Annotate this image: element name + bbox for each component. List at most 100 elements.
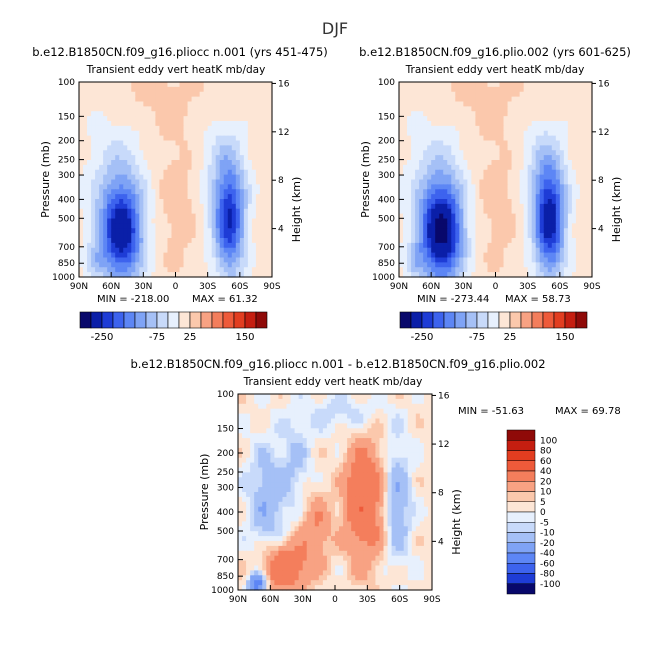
heatmap-cell bbox=[523, 164, 529, 171]
heatmap-cell bbox=[387, 418, 393, 424]
heatmap-cell bbox=[298, 408, 304, 415]
heatmap-cell bbox=[139, 203, 144, 210]
heatmap-cell bbox=[463, 96, 468, 103]
heatmap-cell bbox=[547, 208, 553, 215]
heatmap-cell bbox=[91, 164, 96, 171]
heatmap-cell bbox=[179, 150, 185, 156]
heatmap-cell bbox=[559, 174, 565, 181]
heatmap-cell bbox=[219, 242, 225, 249]
heatmap-cell bbox=[203, 189, 209, 195]
heatmap-cell bbox=[587, 140, 593, 146]
heatmap-cell bbox=[459, 179, 464, 185]
heatmap-cell bbox=[83, 252, 88, 259]
heatmap-cell bbox=[119, 208, 124, 215]
heatmap-cell bbox=[527, 164, 533, 171]
heatmap-cell bbox=[531, 174, 537, 181]
heatmap-cell bbox=[179, 242, 185, 249]
heatmap-cell bbox=[571, 125, 577, 132]
heatmap-cell bbox=[475, 155, 481, 161]
heatmap-cell bbox=[551, 106, 557, 112]
heatmap-cell bbox=[91, 208, 96, 215]
heatmap-cell bbox=[246, 394, 251, 400]
heatmap-cell bbox=[155, 160, 161, 166]
heatmap-cell bbox=[499, 228, 505, 234]
heatmap-cell bbox=[479, 169, 485, 176]
heatmap-cell bbox=[167, 125, 173, 132]
heatmap-cell bbox=[262, 398, 267, 405]
heatmap-cell bbox=[407, 233, 412, 239]
heatmap-cell bbox=[246, 447, 251, 454]
heatmap-cell bbox=[227, 233, 233, 239]
heatmap-cell bbox=[294, 482, 300, 488]
heatmap-cell bbox=[259, 272, 265, 278]
heatmap-cell bbox=[355, 408, 360, 415]
heatmap-cell bbox=[423, 413, 429, 420]
heatmap-cell bbox=[535, 111, 541, 117]
heatmap-cell bbox=[435, 208, 440, 215]
heatmap-cell bbox=[559, 101, 565, 107]
heatmap-cell bbox=[239, 267, 245, 273]
heatmap-cell bbox=[583, 145, 589, 151]
heatmap-cell bbox=[439, 101, 444, 107]
heatmap-cell bbox=[322, 467, 328, 473]
heatmap-cell bbox=[318, 413, 324, 420]
heatmap-cell bbox=[147, 111, 152, 117]
heatmap-cell bbox=[423, 101, 428, 107]
heatmap-cell bbox=[294, 447, 300, 454]
heatmap-cell bbox=[487, 189, 493, 195]
heatmap-cell bbox=[487, 101, 493, 107]
heatmap-cell bbox=[155, 223, 161, 229]
heatmap-cell bbox=[451, 179, 456, 185]
heatmap-cell bbox=[447, 121, 452, 127]
heatmap-cell bbox=[167, 101, 173, 107]
heatmap-cell bbox=[247, 267, 253, 273]
heatmap-cell bbox=[223, 150, 229, 156]
heatmap-cell bbox=[123, 174, 128, 181]
heatmap-cell bbox=[266, 408, 271, 415]
heatmap-cell bbox=[543, 184, 549, 190]
heatmap-cell bbox=[387, 447, 393, 454]
heatmap-cell bbox=[431, 252, 436, 259]
heatmap-cell bbox=[215, 233, 221, 239]
heatmap-cell bbox=[575, 238, 581, 244]
heatmap-cell bbox=[451, 208, 456, 215]
heatmap-cell bbox=[483, 135, 489, 142]
heatmap-cell bbox=[475, 223, 481, 229]
heatmap-cell bbox=[203, 257, 209, 263]
heatmap-cell bbox=[475, 238, 481, 244]
heatmap-cell bbox=[407, 252, 412, 259]
heatmap-cell bbox=[211, 208, 217, 215]
heatmap-cell bbox=[339, 438, 344, 444]
heatmap-cell bbox=[475, 213, 481, 220]
heatmap-cell bbox=[131, 199, 136, 205]
heatmap-cell bbox=[223, 189, 229, 195]
heatmap-cell bbox=[175, 238, 181, 244]
heatmap-cell bbox=[95, 116, 100, 122]
heatmap-cell bbox=[91, 218, 96, 224]
heatmap-cell bbox=[343, 394, 348, 400]
heatmap-cell bbox=[179, 96, 185, 103]
heatmap-cell bbox=[531, 247, 537, 254]
heatmap-cell bbox=[451, 203, 456, 210]
heatmap-cell bbox=[375, 472, 381, 478]
heatmap-cell bbox=[571, 174, 577, 181]
heatmap-cell bbox=[326, 477, 332, 483]
heatmap-cell bbox=[347, 438, 352, 444]
heatmap-cell bbox=[395, 472, 401, 478]
heatmap-cell bbox=[135, 238, 140, 244]
heatmap-cell bbox=[199, 125, 205, 132]
heatmap-cell bbox=[551, 121, 557, 127]
heatmap-cell bbox=[359, 428, 364, 434]
heatmap-cell bbox=[227, 203, 233, 210]
heatmap-cell bbox=[531, 160, 537, 166]
heatmap-cell bbox=[503, 257, 509, 263]
heatmap-cell bbox=[235, 223, 241, 229]
heatmap-cell bbox=[379, 403, 385, 410]
heatmap-cell bbox=[407, 257, 412, 263]
heatmap-cell bbox=[131, 86, 136, 93]
heatmap-cell bbox=[242, 443, 247, 449]
heatmap-cell bbox=[239, 257, 245, 263]
heatmap-cell bbox=[395, 482, 401, 488]
heatmap-cell bbox=[95, 179, 100, 185]
heatmap-cell bbox=[267, 194, 273, 200]
